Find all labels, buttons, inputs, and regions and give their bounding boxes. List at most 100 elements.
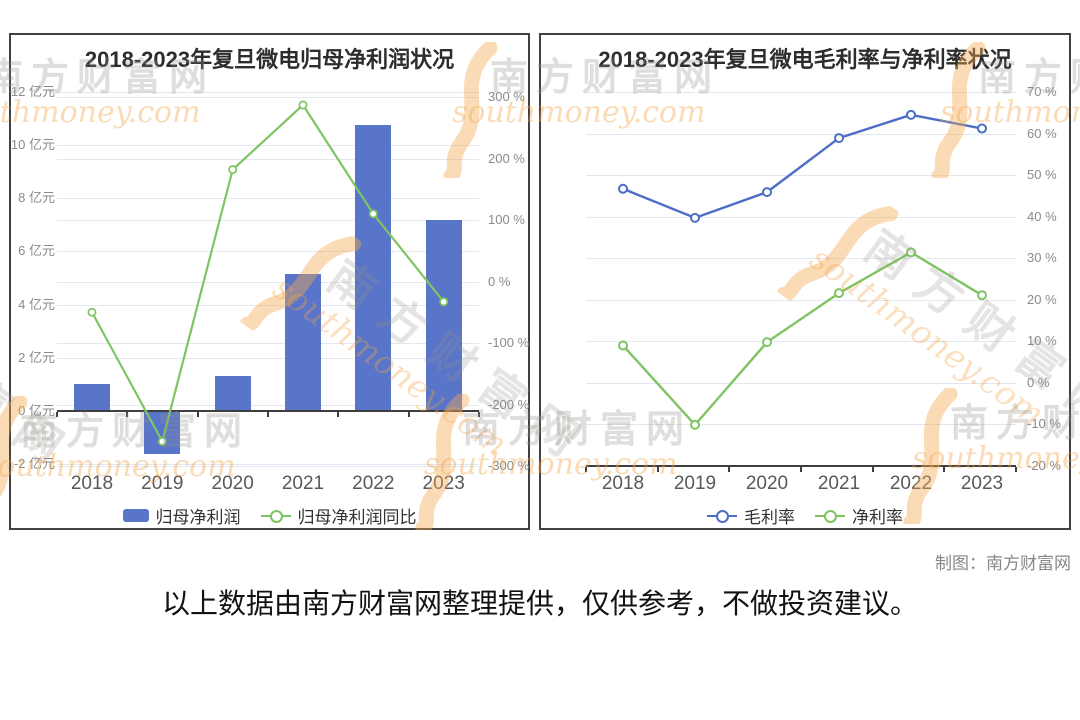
- y-axis-label: 40 %: [1027, 208, 1057, 224]
- legend-item: 毛利率: [707, 503, 795, 528]
- data-point-marker: [762, 337, 772, 348]
- x-axis-label: 2022: [352, 473, 395, 494]
- x-axis-label: 2019: [141, 473, 184, 494]
- axis-tick: [126, 411, 129, 417]
- gridline: [57, 281, 479, 283]
- data-point-marker: [368, 209, 378, 219]
- x-axis-label: 2021: [817, 473, 861, 494]
- margin-line-series: [618, 109, 987, 430]
- gridline: [57, 357, 479, 359]
- disclaimer-text: 以上数据由南方财富网整理提供，仅供参考，不做投资建议。: [161, 588, 918, 619]
- data-point-marker: [762, 187, 772, 198]
- y-axis-label: 20 %: [1027, 291, 1057, 307]
- margins-chart-panel: 2018-2023年复旦微电毛利率与净利率状况 70 % 60 % 50 % 40 %…: [539, 33, 1071, 530]
- data-point-marker: [977, 290, 987, 301]
- bar-2018: [74, 384, 110, 411]
- gridline: [57, 304, 479, 306]
- x-axis-label: 2022: [889, 473, 933, 494]
- axis-tick: [800, 467, 802, 472]
- x-axis-line: [586, 465, 1016, 467]
- axis-tick: [943, 467, 946, 472]
- x-axis-label: 2020: [745, 473, 789, 494]
- y-axis-label: 4 亿元: [18, 296, 55, 312]
- axis-tick: [478, 411, 480, 417]
- y-axis-label: 300 %: [488, 89, 525, 104]
- data-point-marker: [690, 212, 700, 223]
- y-axis-label: -100 %: [488, 335, 530, 350]
- gridline: [57, 343, 479, 344]
- y-axis-label: 0 %: [1027, 374, 1050, 390]
- legend-label: 归母净利润同比: [297, 508, 417, 527]
- y-axis-label: 0 %: [488, 273, 511, 289]
- legend-item: 归母净利润同比: [260, 503, 417, 528]
- x-axis-label: 2020: [211, 473, 254, 494]
- gridline: [57, 92, 479, 93]
- y-axis-label: 70 %: [1027, 83, 1057, 99]
- gridline: [57, 198, 479, 200]
- gridline: [57, 158, 479, 160]
- gridline: [57, 145, 479, 147]
- data-point-marker: [439, 297, 449, 307]
- axis-tick: [196, 411, 199, 417]
- legend-label: 归母净利润: [155, 508, 241, 527]
- y-axis-label: 50 %: [1027, 167, 1057, 183]
- y-axis-label: 100 %: [488, 212, 525, 227]
- gridline: [586, 299, 1016, 301]
- chart-legend: 归母净利润 归母净利润同比: [11, 503, 528, 528]
- y-axis-label: 8 亿元: [18, 190, 55, 206]
- y-axis-label: 10 %: [1027, 333, 1057, 349]
- gridline: [57, 97, 479, 98]
- yoy-line-series: [87, 100, 449, 446]
- y-axis-label: 12 亿元: [10, 84, 55, 99]
- data-point-marker: [618, 183, 628, 194]
- x-axis-label: 2023: [422, 473, 465, 494]
- gridline: [57, 464, 479, 465]
- gridline: [586, 175, 1016, 177]
- gridline: [57, 220, 479, 221]
- gridline: [57, 251, 479, 253]
- data-point-marker: [690, 419, 700, 430]
- legend-item: 归母净利润: [122, 503, 241, 528]
- x-axis-label: 2018: [601, 473, 645, 494]
- axis-tick: [337, 411, 340, 417]
- y-axis-label: 30 %: [1027, 250, 1057, 266]
- bar-2021: [285, 274, 321, 411]
- y-axis-label: -20 %: [1027, 458, 1061, 473]
- chart-credit: 制图：南方财富网: [935, 554, 1071, 573]
- bar-2020: [214, 375, 251, 411]
- data-point-marker: [298, 100, 308, 110]
- axis-tick: [1015, 467, 1017, 472]
- data-point-marker: [618, 340, 628, 351]
- plot-area: 70 % 60 % 50 % 40 % 30 % 20 % 10 % 0 % -10 % -20 …: [541, 35, 1069, 528]
- data-point-marker: [87, 307, 97, 317]
- y-axis-label: 6 亿元: [18, 243, 55, 259]
- chart-legend: 毛利率 净利率: [541, 503, 1069, 528]
- x-axis-line: [57, 409, 479, 412]
- legend-label: 毛利率: [744, 508, 795, 527]
- axis-tick: [585, 467, 587, 472]
- chart-title: 2018-2023年复旦微电归母净利润状况: [84, 47, 455, 72]
- y-axis-label: 10 亿元: [10, 137, 55, 153]
- bar-2022: [355, 124, 392, 411]
- data-point-marker: [977, 123, 987, 134]
- axis-tick: [56, 411, 58, 417]
- x-axis-label: 2018: [70, 473, 114, 494]
- axis-tick: [267, 411, 269, 417]
- y-axis-label: 60 %: [1027, 125, 1057, 141]
- axis-tick: [656, 467, 659, 472]
- legend-line-marker: [260, 509, 291, 523]
- gridline: [57, 466, 479, 467]
- gridline: [586, 382, 1016, 384]
- net-profit-chart-panel: 2018-2023年复旦微电归母净利润状况 12 亿元 10 亿元 8 亿元 6 亿元…: [9, 33, 530, 530]
- axis-tick: [728, 467, 731, 472]
- plot-area: 12 亿元 10 亿元 8 亿元 6 亿元 4 亿元 2 亿元 0 亿元 -2 亿元 300 %…: [11, 35, 530, 528]
- y-axis-label: -200 %: [488, 396, 530, 412]
- data-point-marker: [228, 165, 238, 175]
- legend-item: 净利率: [815, 503, 903, 528]
- y-axis-label: 2 亿元: [18, 349, 55, 365]
- x-axis-label: 2021: [281, 473, 325, 494]
- y-axis-label: -10 %: [1027, 416, 1061, 432]
- y-axis-label: 0 亿元: [18, 402, 55, 418]
- axis-tick: [871, 467, 874, 472]
